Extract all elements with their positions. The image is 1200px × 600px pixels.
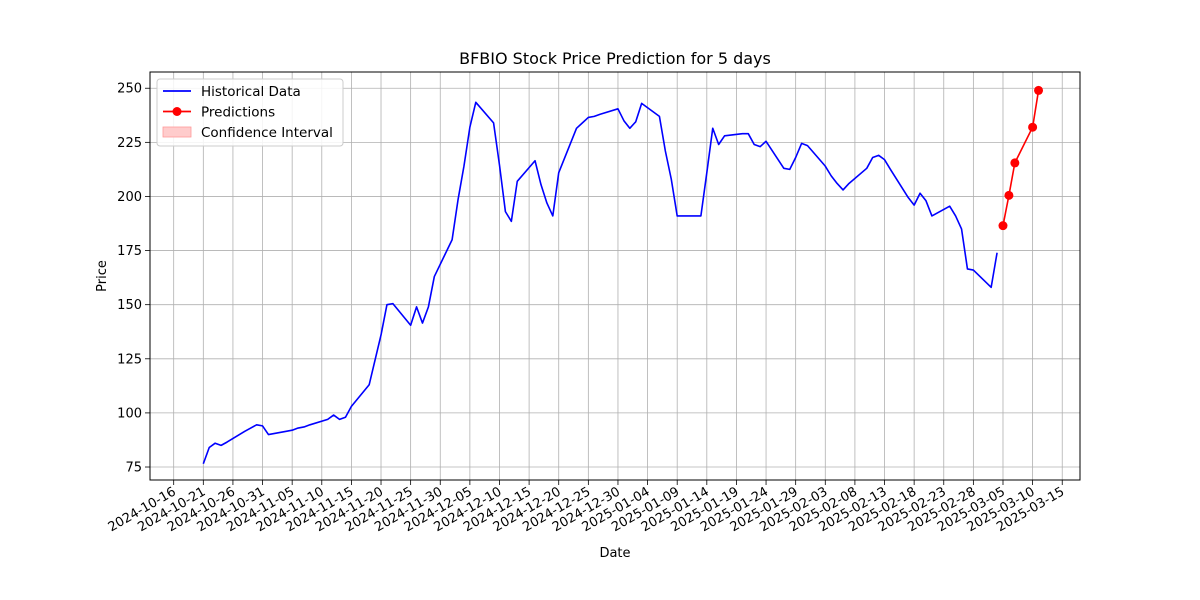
predictions-point xyxy=(1010,158,1020,168)
legend-label-confidence-interval: Confidence Interval xyxy=(201,125,333,141)
y-axis-label: Price xyxy=(95,260,110,292)
chart-title: BFBIO Stock Price Prediction for 5 days xyxy=(459,49,771,68)
y-tick-label: 75 xyxy=(125,461,142,476)
y-tick-label: 125 xyxy=(117,352,142,367)
axes-frame xyxy=(149,71,1081,481)
plot-lines xyxy=(202,85,1044,465)
y-tick-label: 175 xyxy=(117,244,142,259)
predictions-point xyxy=(1004,190,1014,200)
predictions-point xyxy=(998,221,1008,231)
historical-data-line xyxy=(202,101,998,465)
y-tick-label: 100 xyxy=(117,406,142,421)
legend: Historical Data Predictions Confidence Int… xyxy=(156,78,344,147)
legend-box xyxy=(156,78,344,147)
legend-swatch-confidence-interval xyxy=(162,126,192,138)
y-tick-label: 200 xyxy=(117,190,142,205)
legend-label-predictions: Predictions xyxy=(201,105,275,121)
x-axis-label: Date xyxy=(599,546,630,561)
predictions-point xyxy=(1034,85,1044,95)
legend-marker-predictions xyxy=(172,107,182,116)
y-tick-label: 150 xyxy=(117,298,142,313)
predictions-point xyxy=(1028,122,1038,132)
y-tick-label: 225 xyxy=(117,136,142,151)
legend-label-historical-data: Historical Data xyxy=(201,84,301,100)
y-tick-label: 250 xyxy=(117,82,142,97)
